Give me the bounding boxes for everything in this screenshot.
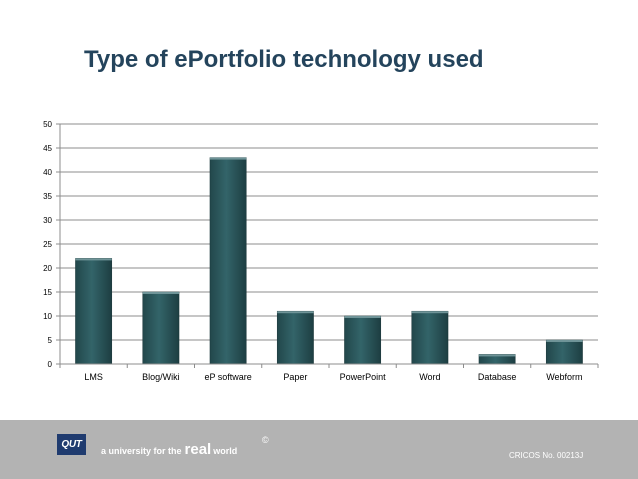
bar-top-highlight (209, 157, 247, 160)
bar-chart: 0 5 10 15 20 25 30 35 40 45 50 LMS Blog/Wiki eP soft… (43, 120, 599, 382)
tagline-emphasis: real (184, 441, 212, 458)
bar-top-highlight (277, 311, 314, 314)
bar-top-highlight (142, 292, 180, 294)
x-category-label: Database (478, 372, 517, 382)
x-category-label: Blog/Wiki (142, 372, 180, 382)
bar (545, 339, 583, 365)
bar-top-highlight (546, 340, 583, 342)
y-tick-label: 0 (48, 360, 53, 369)
gridlines (60, 123, 598, 341)
bar (276, 310, 314, 365)
tagline-suffix: world (213, 446, 238, 456)
bar-top-highlight (344, 316, 381, 318)
y-tick-label: 35 (43, 192, 52, 201)
bar-top-highlight (75, 258, 112, 261)
bar (142, 291, 180, 365)
x-category-label: LMS (84, 372, 103, 382)
x-category-label: Webform (546, 372, 582, 382)
y-tick-label: 15 (43, 288, 52, 297)
y-axis-ticks: 0 5 10 15 20 25 30 35 40 45 50 (43, 120, 61, 369)
y-tick-label: 25 (43, 240, 52, 249)
bars (75, 157, 583, 365)
tagline-prefix: a university for the (101, 446, 182, 456)
y-tick-label: 20 (43, 264, 52, 273)
qut-logo: QUT (57, 434, 86, 455)
x-axis-categories: LMS Blog/Wiki eP software Paper PowerPoint Wo… (59, 364, 599, 382)
cricos-number: CRICOS No. 00213J (509, 451, 584, 460)
y-tick-label: 5 (48, 336, 53, 345)
y-tick-label: 50 (43, 120, 52, 129)
x-category-label: PowerPoint (340, 372, 387, 382)
x-category-label: Paper (283, 372, 307, 382)
bar-top-highlight (411, 311, 449, 314)
bar (344, 315, 382, 365)
x-category-label: Word (419, 372, 440, 382)
y-tick-label: 10 (43, 312, 52, 321)
slide-title: Type of ePortfolio technology used (84, 46, 484, 73)
y-tick-label: 40 (43, 168, 52, 177)
bar (75, 258, 113, 365)
y-tick-label: 30 (43, 216, 52, 225)
bar (411, 310, 449, 365)
copyright-mark: © (262, 435, 269, 445)
tagline: a university for the real world (101, 441, 237, 459)
x-category-label: eP software (204, 372, 251, 382)
y-tick-label: 45 (43, 144, 52, 153)
bar (209, 157, 247, 365)
bar-top-highlight (478, 354, 516, 357)
footer-bar: QUT a university for the real world © CRIC… (0, 420, 638, 479)
